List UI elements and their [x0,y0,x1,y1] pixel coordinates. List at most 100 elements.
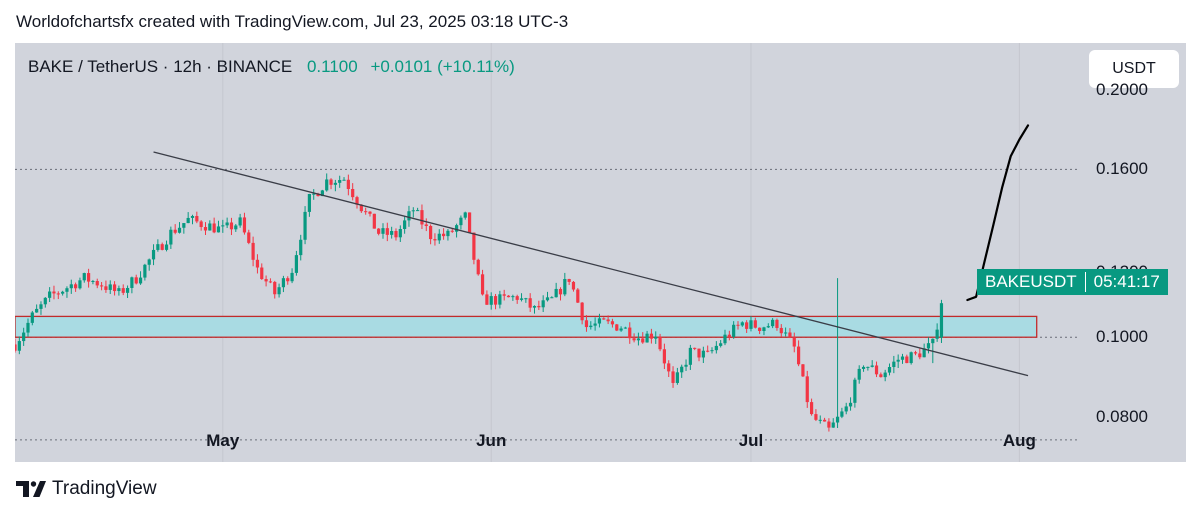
candle-body [221,225,225,227]
candle-body [779,327,783,334]
tradingview-logo[interactable]: TradingView [16,478,157,500]
candle-body [251,242,255,260]
candle-body [91,280,95,282]
candle-body [827,421,831,428]
candle-body [771,319,775,327]
candle-body [164,244,169,250]
candle-body [610,321,615,325]
candle-body [883,372,887,378]
candle-body [732,324,736,337]
candle-body [156,244,160,250]
candle-body [30,312,34,323]
candle-body [485,294,489,305]
candle-body [563,278,567,295]
candle-body [26,322,30,333]
price-chart[interactable] [15,43,1186,462]
candle-body [788,332,792,338]
candle-body [377,228,381,234]
candle-body [234,225,238,230]
candle-body [874,365,879,375]
candle-body [636,338,641,341]
candle-body [567,278,571,282]
candle-body [753,320,757,328]
candle-body [498,294,502,305]
candle-body [537,305,541,308]
candle-body [693,347,697,349]
candle-body [684,364,688,367]
descending-trendline [153,151,1029,377]
candle-body [242,217,247,233]
candle-body [697,348,701,358]
candle-body [658,336,662,350]
candle-body [351,189,355,198]
candle-body [649,333,654,339]
candle-body [450,230,454,232]
candle-body [723,334,727,344]
candle-body [602,318,606,320]
candle-body [281,278,286,288]
candle-body [95,280,99,286]
candle-body [844,406,848,412]
candle-body [710,350,714,352]
candle-body [459,217,463,226]
candle-body [467,212,472,233]
candle-body [186,217,190,224]
candle-body [437,233,441,241]
candle-body [372,213,376,229]
candle-body [662,349,666,364]
candle-body [667,363,671,372]
candle-body [147,259,151,265]
candle-body [134,277,138,284]
candle-body [766,326,770,328]
price-tag-symbol: BAKEUSDT [977,272,1086,292]
candles-layer [15,173,944,432]
candle-body [632,338,636,341]
symbol-header: BAKE / TetherUS · 12h · BINANCE 0.1100 +… [28,57,515,77]
candle-body [303,211,307,240]
candle-body [784,332,788,334]
candle-body [260,267,264,280]
candle-body [822,419,827,422]
candle-body [580,302,584,321]
candle-body [35,308,39,313]
candle-body [385,228,389,235]
candle-body [870,365,874,367]
candle-body [654,336,658,339]
candle-body [264,279,268,282]
candle-body [480,274,485,295]
candle-body [424,224,428,226]
candle-body [342,179,346,181]
candle-body [918,353,922,358]
candle-body [208,223,212,231]
candle-body [593,323,597,326]
candle-body [675,372,679,383]
currency-button[interactable]: USDT [1089,50,1179,88]
candle-body [905,356,909,364]
candle-body [857,368,861,380]
candle-body [758,327,762,332]
candle-body [190,215,195,218]
candle-body [805,376,809,403]
support-zone [15,315,1038,338]
candle-body [519,298,524,300]
candle-body [99,285,104,287]
candle-body [416,210,420,212]
candle-body [86,273,91,282]
candle-body [446,230,450,237]
candle-body [138,277,143,284]
candle-body [325,179,329,191]
candle-body [359,204,363,212]
candle-body [407,211,411,221]
candle-body [623,327,628,329]
time-tick-label: May [206,431,240,450]
candle-body [169,229,173,245]
candle-body [364,211,368,213]
candle-body [515,296,519,300]
candle-body [727,334,731,337]
candle-body [121,288,125,293]
candle-body [290,272,294,282]
candle-body [584,320,589,328]
chart-area[interactable] [15,43,1186,462]
candle-body [78,280,82,289]
candle-body [558,288,563,295]
